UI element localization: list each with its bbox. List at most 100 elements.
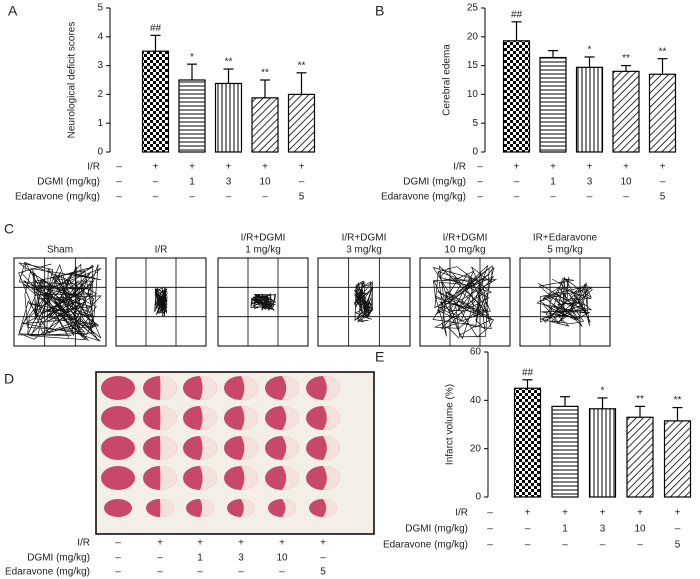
infarct <box>200 376 217 400</box>
table-cell: + <box>637 508 643 519</box>
infarct <box>241 466 258 490</box>
row-label: I/R <box>77 538 90 549</box>
bar <box>612 70 640 153</box>
track-title: 3 mg/kg <box>346 245 382 256</box>
table-cell: + <box>587 162 593 173</box>
track <box>154 286 168 316</box>
infarct <box>282 406 299 430</box>
significance: * <box>190 52 194 63</box>
table-cell: 5 <box>299 192 305 203</box>
y-tick-label: 20 <box>467 31 479 42</box>
track <box>353 280 374 323</box>
track-title: I/R+DGMI <box>241 233 286 244</box>
table-cell: 5 <box>660 192 666 203</box>
y-tick-label: 25 <box>467 3 479 14</box>
significance: ** <box>225 57 233 68</box>
infarct <box>241 376 258 400</box>
row-label: I/R <box>453 162 466 173</box>
table-cell: + <box>189 162 195 173</box>
track-title: I/R+DGMI <box>443 233 488 244</box>
table-cell: – <box>157 553 163 564</box>
table-cell: – <box>637 540 643 551</box>
track-title: 5 mg/kg <box>547 245 583 256</box>
row-label: DGMI (mg/kg) <box>403 177 466 188</box>
table-cell: – <box>600 540 606 551</box>
y-axis-label: Infarct volume (%) <box>445 384 456 465</box>
infarct <box>200 499 214 517</box>
bar <box>588 408 617 498</box>
track <box>536 276 593 327</box>
significance: ## <box>150 23 162 34</box>
y-tick-label: 0 <box>472 147 478 158</box>
slice <box>101 406 135 430</box>
table-cell: – <box>487 540 493 551</box>
table-cell: + <box>197 538 203 549</box>
bar <box>287 93 316 153</box>
bar <box>141 50 170 153</box>
slice <box>101 436 135 460</box>
y-tick-label: 1 <box>97 118 103 129</box>
row-label: DGMI (mg/kg) <box>405 524 468 535</box>
table-cell: – <box>299 177 305 188</box>
table-cell: – <box>262 192 268 203</box>
bar <box>513 387 542 498</box>
table-cell: – <box>477 177 483 188</box>
table-cell: 1 <box>562 524 568 535</box>
table-cell: – <box>623 192 629 203</box>
table-cell: – <box>514 177 520 188</box>
table-cell: + <box>514 162 520 173</box>
bar <box>251 97 279 153</box>
table-cell: – <box>116 162 122 173</box>
significance: ** <box>261 68 269 79</box>
table-cell: 10 <box>634 524 646 535</box>
table-cell: 3 <box>587 177 593 188</box>
infarct <box>282 376 299 400</box>
infarct <box>160 376 177 400</box>
infarct <box>160 436 177 460</box>
significance: ** <box>622 53 630 64</box>
infarct <box>200 466 217 490</box>
row-label: Edaravone (mg/kg) <box>381 192 466 203</box>
infarct <box>200 436 217 460</box>
table-cell: – <box>514 192 520 203</box>
y-axis-label: Cerebral edema <box>442 44 453 116</box>
track-title: I/R <box>155 245 168 256</box>
table-cell: + <box>623 162 629 173</box>
infarct <box>323 466 340 490</box>
y-axis-label: Neurological deficit scores <box>67 22 78 139</box>
table-cell: + <box>299 162 305 173</box>
table-cell: – <box>587 192 593 203</box>
panel-label: D <box>4 371 14 387</box>
infarct <box>160 406 177 430</box>
table-cell: – <box>487 524 493 535</box>
table-cell: – <box>320 553 326 564</box>
table-cell: – <box>116 192 122 203</box>
panel-label: A <box>8 3 18 19</box>
infarct <box>200 406 217 430</box>
bar <box>626 416 654 498</box>
track-title: I/R+DGMI <box>342 233 387 244</box>
table-cell: 3 <box>226 177 232 188</box>
infarct <box>241 499 255 517</box>
table-cell: + <box>660 162 666 173</box>
infarct <box>323 406 340 430</box>
table-cell: – <box>197 567 203 578</box>
table-cell: – <box>153 192 159 203</box>
table-cell: 3 <box>238 553 244 564</box>
infarct <box>241 406 258 430</box>
row-label: I/R <box>87 162 100 173</box>
infarct <box>323 499 337 517</box>
table-cell: – <box>238 567 244 578</box>
table-cell: – <box>157 567 163 578</box>
track <box>18 261 102 342</box>
table-cell: 5 <box>320 567 326 578</box>
table-cell: 3 <box>600 524 606 535</box>
y-tick-label: 10 <box>467 89 479 100</box>
table-cell: + <box>226 162 232 173</box>
panel-label: B <box>375 3 384 19</box>
significance: ** <box>659 46 667 57</box>
bar <box>502 40 531 153</box>
bar <box>539 56 567 153</box>
table-cell: + <box>525 508 531 519</box>
